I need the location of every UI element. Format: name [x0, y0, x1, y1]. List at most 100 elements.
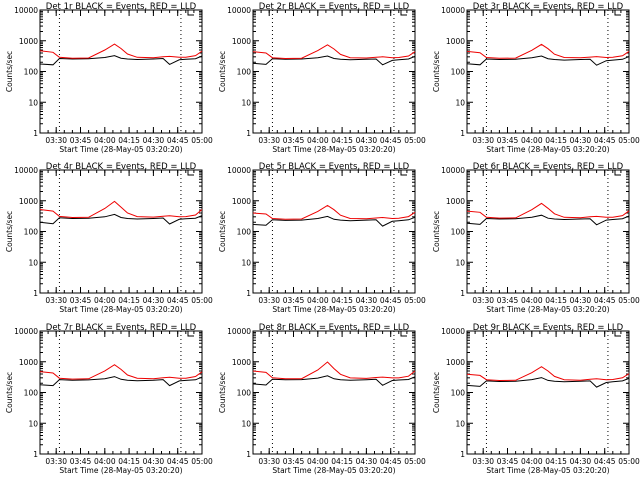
- y-tick-label: 10: [455, 258, 465, 267]
- y-axis-label: Counts/sec: [218, 372, 227, 413]
- x-tick-label: 04:15: [331, 457, 353, 466]
- x-tick-label: 04:45: [594, 136, 616, 145]
- series-lld-line: [39, 43, 203, 59]
- x-tick-label: 04:45: [594, 457, 616, 466]
- y-tick-label: 1000: [19, 358, 38, 367]
- y-axis-label: Counts/sec: [218, 211, 227, 252]
- y-axis-label: Counts/sec: [5, 211, 14, 252]
- series-events-line: [252, 375, 416, 386]
- y-tick-label: 1000: [446, 358, 465, 367]
- detector-panel-1: Det 1r BLACK = Events, RED = LLD 1 10 100 10…: [5, 2, 213, 154]
- x-tick-label: 05:00: [618, 296, 640, 305]
- x-tick-label: 05:00: [618, 457, 640, 466]
- y-tick-label: 1: [246, 289, 251, 298]
- x-tick-label: 04:30: [356, 457, 378, 466]
- x-tick-label: 03:30: [258, 457, 280, 466]
- y-tick-label: 1000: [19, 197, 38, 206]
- y-tick-label: 10000: [227, 327, 251, 336]
- x-tick-label: 04:30: [570, 296, 592, 305]
- series-events-line: [252, 215, 416, 227]
- y-tick-label: 10000: [227, 6, 251, 15]
- plot-frame: [39, 169, 203, 294]
- x-axis-label: Start Time (28-May-05 03:20:20): [272, 145, 395, 154]
- x-axis-label: Start Time (28-May-05 03:20:20): [486, 145, 609, 154]
- y-tick-label: 10: [241, 98, 251, 107]
- detector-panel-6: Det 6r BLACK = Events, RED = LLD 1 10 100 10…: [432, 162, 640, 314]
- x-tick-label: 03:45: [70, 296, 92, 305]
- x-tick-label: 03:30: [258, 296, 280, 305]
- y-tick-label: 1: [246, 450, 251, 459]
- panel-title: Det 4r BLACK = Events, RED = LLD: [46, 162, 197, 172]
- y-tick-label: 10: [455, 419, 465, 428]
- x-tick-label: 03:30: [258, 136, 280, 145]
- x-tick-label: 04:15: [118, 296, 140, 305]
- y-axis-label: Counts/sec: [218, 51, 227, 92]
- x-tick-label: 04:45: [167, 136, 189, 145]
- y-tick-label: 1000: [232, 37, 251, 46]
- y-tick-label: 10: [455, 98, 465, 107]
- corner-marker: [187, 170, 194, 176]
- x-tick-label: 04:30: [143, 457, 165, 466]
- x-tick-label: 05:00: [191, 136, 213, 145]
- x-tick-label: 04:00: [521, 136, 543, 145]
- series-lld-line: [39, 364, 203, 380]
- x-tick-label: 03:30: [472, 296, 494, 305]
- corner-marker: [614, 170, 621, 176]
- y-tick-label: 10000: [441, 6, 465, 15]
- x-tick-label: 03:30: [45, 136, 67, 145]
- series-events-line: [466, 214, 630, 226]
- y-tick-label: 100: [24, 228, 39, 237]
- y-tick-label: 10000: [441, 327, 465, 336]
- x-tick-label: 03:30: [45, 296, 67, 305]
- x-tick-label: 05:00: [191, 457, 213, 466]
- x-tick-label: 05:00: [618, 136, 640, 145]
- corner-marker: [400, 170, 407, 176]
- plot-frame: [252, 169, 416, 294]
- plot-frame: [466, 330, 630, 455]
- y-tick-label: 10: [28, 258, 38, 267]
- y-tick-label: 10: [28, 98, 38, 107]
- y-tick-label: 1000: [19, 37, 38, 46]
- y-axis-label: Counts/sec: [5, 372, 14, 413]
- corner-marker: [187, 10, 194, 16]
- y-tick-label: 1: [246, 129, 251, 138]
- x-tick-label: 04:00: [94, 296, 116, 305]
- series-events-line: [466, 377, 630, 388]
- x-tick-label: 04:15: [331, 136, 353, 145]
- y-tick-label: 10000: [14, 166, 38, 175]
- x-tick-label: 04:00: [94, 457, 116, 466]
- x-axis-label: Start Time (28-May-05 03:20:20): [486, 305, 609, 314]
- y-tick-label: 100: [451, 228, 466, 237]
- y-axis-label: Counts/sec: [432, 211, 441, 252]
- y-tick-label: 100: [237, 389, 252, 398]
- series-events-line: [39, 376, 203, 387]
- x-tick-label: 05:00: [191, 296, 213, 305]
- x-tick-label: 04:45: [380, 136, 402, 145]
- x-tick-label: 04:30: [143, 296, 165, 305]
- panel-title: Det 7r BLACK = Events, RED = LLD: [46, 323, 197, 333]
- x-tick-label: 03:45: [497, 457, 519, 466]
- x-tick-label: 04:30: [356, 136, 378, 145]
- x-tick-label: 05:00: [404, 296, 426, 305]
- x-tick-label: 04:15: [545, 296, 567, 305]
- x-tick-label: 03:45: [283, 457, 305, 466]
- x-tick-label: 04:00: [521, 296, 543, 305]
- plot-frame: [466, 9, 630, 134]
- x-tick-label: 04:45: [167, 457, 189, 466]
- x-tick-label: 03:45: [70, 136, 92, 145]
- x-tick-label: 04:15: [118, 136, 140, 145]
- corner-marker: [614, 331, 621, 337]
- series-lld-line: [466, 202, 630, 219]
- y-tick-label: 10000: [14, 6, 38, 15]
- detector-panel-8: Det 8r BLACK = Events, RED = LLD 1 10 100 10…: [218, 323, 426, 475]
- plot-frame: [466, 169, 630, 294]
- x-tick-label: 04:15: [545, 457, 567, 466]
- y-axis-label: Counts/sec: [432, 372, 441, 413]
- y-tick-label: 1: [33, 289, 38, 298]
- x-tick-label: 04:00: [307, 296, 329, 305]
- detector-panel-4: Det 4r BLACK = Events, RED = LLD 1 10 100 10…: [5, 162, 213, 314]
- y-tick-label: 1: [33, 129, 38, 138]
- x-axis-label: Start Time (28-May-05 03:20:20): [272, 305, 395, 314]
- detector-panel-9: Det 9r BLACK = Events, RED = LLD 1 10 100 10…: [432, 323, 640, 475]
- x-tick-label: 04:00: [307, 457, 329, 466]
